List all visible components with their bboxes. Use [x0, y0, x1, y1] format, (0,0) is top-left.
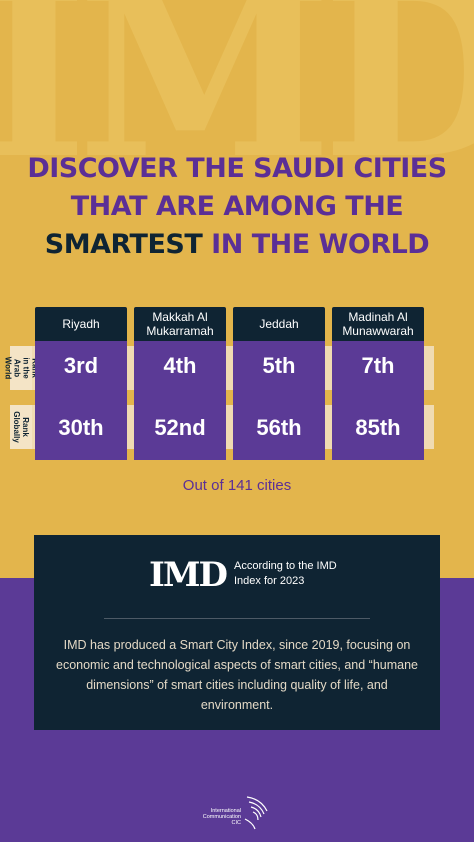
headline-highlight: SMARTEST [44, 229, 203, 260]
global-rank-value: 30th [58, 415, 104, 440]
headline: DISCOVER THE SAUDI CITIES THAT ARE AMONG… [0, 150, 474, 264]
arab-rank-value: 3rd [63, 353, 99, 378]
arab-rank-value: 7th [361, 353, 395, 378]
city-column-riyadh: Riyadh 3rd 30th [35, 307, 127, 460]
imd-logo: IMD [149, 555, 228, 595]
global-rank-value: 56th [256, 415, 302, 440]
city-name-text: Makkah Al Mukarramah [146, 310, 214, 338]
city-name: Madinah Al Munawwarah [332, 307, 424, 341]
according-text-content: According to the IMD Index for 2023 [234, 560, 337, 587]
row-label-arab: Rank in the Arab World [3, 346, 39, 390]
city-column-madinah: Madinah Al Munawwarah 7th 85th [332, 307, 424, 460]
imd-watermark: IMD [0, 0, 474, 210]
city-name: Makkah Al Mukarramah [134, 307, 226, 341]
global-rank-value: 52nd [154, 415, 206, 440]
arab-rank-value: 5th [262, 353, 296, 378]
divider [104, 618, 370, 619]
global-rank-value: 85th [355, 415, 401, 440]
out-of-cities: Out of 141 cities [182, 477, 292, 494]
headline-line-1: DISCOVER THE SAUDI CITIES [27, 153, 447, 184]
row-label-global: Rank Globally [10, 405, 32, 449]
city-column-makkah: Makkah Al Mukarramah 4th 52nd [134, 307, 226, 460]
city-ranks: 4th 52nd [134, 341, 226, 460]
city-ranks: 5th 56th [233, 341, 325, 460]
footer-org-name: International Communication CIC [202, 808, 241, 826]
according-text: According to the IMD Index for 2023 [234, 559, 364, 589]
description: IMD has produced a Smart City Index, sin… [56, 638, 418, 712]
headline-line-3-rest: IN THE WORLD [202, 229, 430, 260]
city-name-text: Madinah Al Munawwarah [342, 310, 414, 338]
headline-line-3: SMARTEST IN THE WORLD [0, 226, 474, 264]
row-label-global-text: Rank Globally [12, 411, 30, 443]
info-card: IMD According to the IMD Index for 2023 … [34, 535, 440, 730]
top-section: IMD [0, 0, 474, 210]
row-label-arab-text: Rank in the Arab World [3, 356, 39, 380]
city-ranks: 7th 85th [332, 341, 424, 460]
cic-logo-icon [244, 796, 268, 830]
city-column-jeddah: Jeddah 5th 56th [233, 307, 325, 460]
city-name: Jeddah [233, 307, 325, 341]
city-name: Riyadh [35, 307, 127, 341]
headline-line-2: THAT ARE AMONG THE [70, 191, 404, 222]
arab-rank-value: 4th [163, 353, 197, 378]
city-ranks: 3rd 30th [35, 341, 127, 460]
